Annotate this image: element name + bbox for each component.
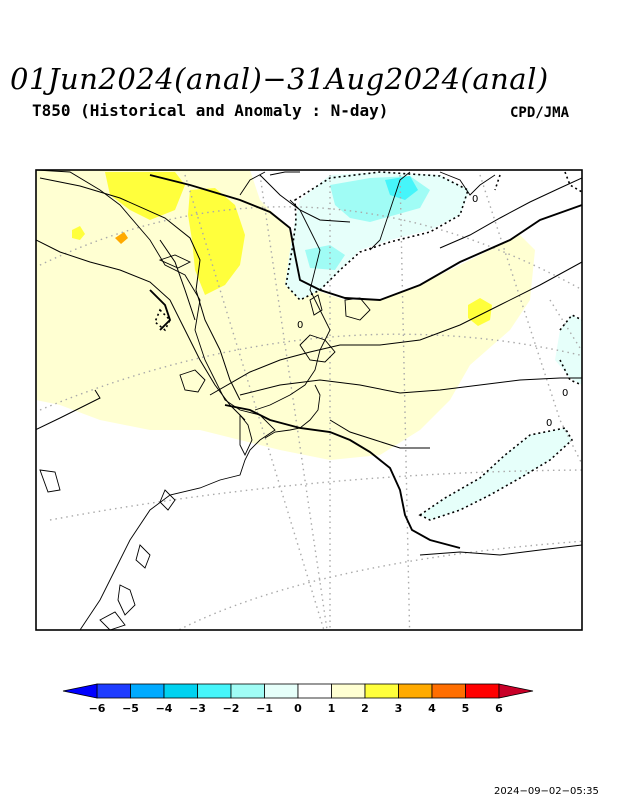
source-label: CPD/JMA: [510, 105, 570, 121]
generation-timestamp: 2024−09−02−05:35: [494, 786, 599, 797]
cold-anomaly-region: [420, 428, 572, 520]
contour-label: 0: [472, 194, 478, 205]
contour-label: 0: [562, 388, 568, 399]
cold-anomaly-patch: [385, 176, 418, 200]
warm-anomaly-patch: [72, 226, 85, 240]
warm-anomaly-region: [36, 170, 535, 460]
cold-anomaly-patch: [305, 245, 345, 270]
warm-anomaly-patch: [105, 172, 185, 220]
isotherms: [36, 174, 582, 556]
anomaly-zero-contours: [154, 171, 582, 521]
contour-label: 0: [297, 320, 303, 331]
cold-anomaly-region: [555, 315, 582, 385]
warm-anomaly-patch: [115, 232, 128, 244]
graticule: [36, 174, 582, 630]
warm-anomaly-patch: [188, 188, 245, 295]
map-frame: [35, 169, 583, 631]
contour-label: 0: [546, 418, 552, 429]
chart-title: 01Jun2024(anal)−31Aug2024(anal): [10, 62, 549, 96]
chart-subtitle: T850 (Historical and Anomaly : N-day): [32, 101, 389, 120]
warm-anomaly-patch: [468, 298, 492, 326]
